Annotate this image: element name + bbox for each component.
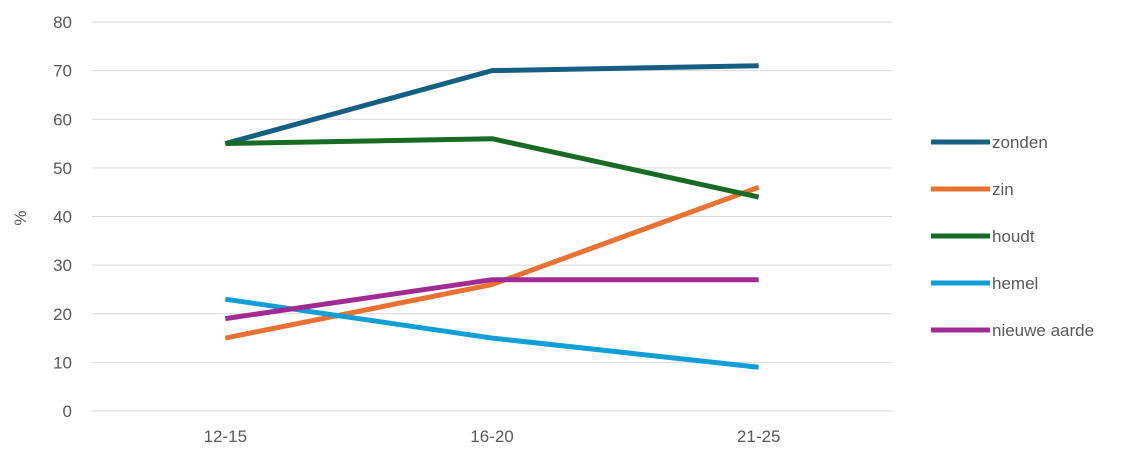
- series-line-hemel: [224, 296, 759, 370]
- x-axis-tick-labels: 12-15 16-20 21-25: [204, 427, 781, 446]
- gridlines: [92, 21, 892, 412]
- y-tick-label: 20: [53, 305, 72, 324]
- y-tick-label: 0: [63, 402, 72, 421]
- legend-label: houdt: [992, 227, 1035, 246]
- y-axis-title: %: [11, 210, 30, 225]
- legend: zonden zin houdt hemel nieuwe aarde: [931, 133, 1094, 340]
- y-tick-label: 70: [53, 62, 72, 81]
- series-lines: [224, 63, 760, 370]
- legend-label: hemel: [992, 274, 1038, 293]
- legend-label: nieuwe aarde: [992, 321, 1094, 340]
- y-tick-label: 40: [53, 208, 72, 227]
- y-tick-label: 50: [53, 159, 72, 178]
- legend-label: zonden: [992, 133, 1048, 152]
- legend-item: zin: [931, 180, 1014, 199]
- legend-item: houdt: [931, 227, 1035, 246]
- y-axis-tick-labels: 0 10 20 30 40 50 60 70 80: [53, 13, 72, 421]
- y-tick-label: 10: [53, 353, 72, 372]
- legend-label: zin: [992, 180, 1014, 199]
- series-line-houdt: [225, 136, 760, 200]
- x-tick-label: 12-15: [204, 427, 247, 446]
- x-tick-label: 21-25: [737, 427, 780, 446]
- series-line-nieuwe-aarde: [224, 277, 759, 322]
- y-tick-label: 30: [53, 256, 72, 275]
- legend-item: nieuwe aarde: [931, 321, 1094, 340]
- series-line-zonden: [224, 63, 759, 146]
- series-line-zin: [224, 184, 760, 341]
- y-tick-label: 60: [53, 110, 72, 129]
- y-tick-label: 80: [53, 13, 72, 32]
- legend-item: hemel: [931, 274, 1038, 293]
- legend-item: zonden: [931, 133, 1048, 152]
- x-tick-label: 16-20: [470, 427, 513, 446]
